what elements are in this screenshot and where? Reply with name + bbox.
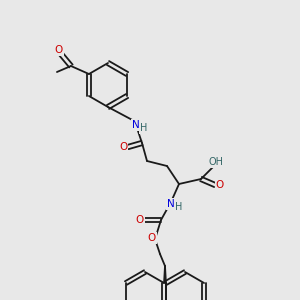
Text: O: O [136,215,144,225]
Text: N: N [132,120,140,130]
Text: O: O [55,45,63,55]
Text: OH: OH [208,157,224,167]
Text: N: N [167,199,175,209]
Text: O: O [119,142,127,152]
Text: O: O [148,233,156,243]
Text: H: H [140,123,148,133]
Text: O: O [216,180,224,190]
Text: H: H [175,202,183,212]
